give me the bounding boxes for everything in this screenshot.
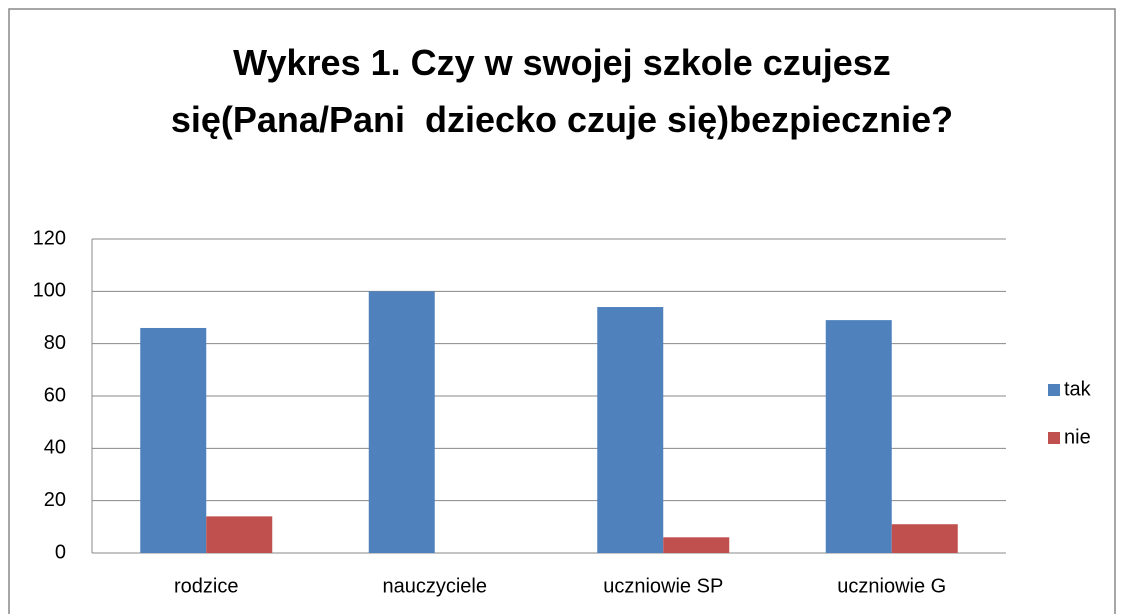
y-tick-label: 60 xyxy=(44,384,66,406)
y-tick-label: 80 xyxy=(44,332,66,354)
bar xyxy=(140,327,207,553)
x-tick-label: nauczyciele xyxy=(382,575,487,597)
legend-label: tak xyxy=(1064,378,1092,400)
bar xyxy=(368,291,435,553)
y-tick-label: 0 xyxy=(55,541,66,563)
bar xyxy=(597,307,664,553)
bar xyxy=(663,537,730,553)
bar xyxy=(825,320,892,553)
legend-swatch xyxy=(1048,432,1060,444)
x-tick-label: uczniowie SP xyxy=(603,575,723,597)
bar xyxy=(206,516,273,553)
y-tick-label: 20 xyxy=(44,489,66,511)
legend-label: nie xyxy=(1064,426,1091,448)
bar xyxy=(891,524,958,553)
legend-swatch xyxy=(1048,384,1060,396)
x-tick-label: uczniowie G xyxy=(837,575,946,597)
y-tick-label: 120 xyxy=(33,227,66,249)
y-tick-label: 100 xyxy=(33,280,66,302)
y-tick-label: 40 xyxy=(44,437,66,459)
chart-title: Wykres 1. Czy w swojej szkole czujesz si… xyxy=(170,42,954,140)
x-tick-label: rodzice xyxy=(174,575,238,597)
